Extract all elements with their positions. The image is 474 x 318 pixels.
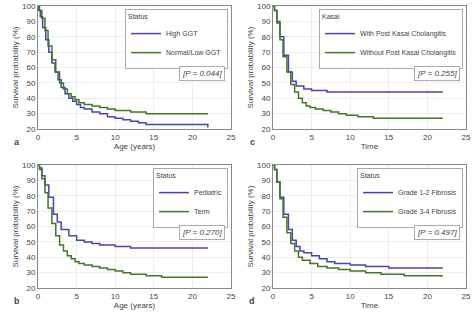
svg-text:25: 25 — [462, 133, 471, 142]
svg-text:70: 70 — [261, 48, 270, 57]
svg-text:With Post Kasai Cholangitis: With Post Kasai Cholangitis — [360, 30, 446, 38]
svg-text:30: 30 — [26, 268, 35, 277]
svg-text:15: 15 — [384, 292, 393, 301]
svg-text:Grade 3-4 Fibrosis: Grade 3-4 Fibrosis — [398, 208, 456, 215]
svg-text:5: 5 — [74, 133, 79, 142]
svg-text:Normal/Low GGT: Normal/Low GGT — [166, 49, 221, 56]
svg-text:Grade 1-2 Fibrosis: Grade 1-2 Fibrosis — [398, 189, 456, 196]
svg-text:Without Post Kasai Cholangitis: Without Post Kasai Cholangitis — [360, 49, 456, 57]
svg-text:0: 0 — [36, 292, 41, 301]
svg-text:c: c — [250, 137, 255, 147]
svg-text:Term: Term — [194, 208, 210, 215]
svg-text:Status: Status — [156, 172, 176, 179]
svg-text:0: 0 — [271, 292, 276, 301]
svg-text:0: 0 — [271, 133, 276, 142]
svg-text:20: 20 — [423, 292, 432, 301]
svg-text:Status: Status — [128, 13, 148, 20]
svg-text:15: 15 — [149, 133, 158, 142]
svg-text:20: 20 — [261, 125, 270, 134]
svg-text:Kasai: Kasai — [322, 13, 340, 20]
svg-text:Age (years): Age (years) — [114, 142, 156, 151]
svg-text:25: 25 — [227, 133, 236, 142]
svg-text:Survival probability (%): Survival probability (%) — [246, 26, 255, 108]
svg-text:100: 100 — [257, 2, 271, 11]
svg-text:20: 20 — [261, 284, 270, 293]
svg-text:10: 10 — [111, 292, 120, 301]
svg-text:40: 40 — [261, 253, 270, 262]
svg-text:40: 40 — [261, 94, 270, 103]
svg-text:10: 10 — [346, 133, 355, 142]
svg-text:70: 70 — [26, 48, 35, 57]
svg-text:80: 80 — [26, 33, 35, 42]
svg-text:60: 60 — [261, 222, 270, 231]
svg-text:Time: Time — [361, 301, 379, 310]
svg-text:30: 30 — [26, 109, 35, 118]
svg-text:b: b — [14, 296, 20, 306]
svg-text:50: 50 — [261, 238, 270, 247]
svg-text:40: 40 — [26, 253, 35, 262]
svg-text:Age (years): Age (years) — [114, 301, 156, 310]
svg-text:30: 30 — [261, 109, 270, 118]
svg-text:Survival probability (%): Survival probability (%) — [246, 185, 255, 267]
svg-text:[P = 0.497]: [P = 0.497] — [417, 228, 457, 237]
svg-text:70: 70 — [26, 207, 35, 216]
svg-text:100: 100 — [22, 161, 36, 170]
svg-text:d: d — [249, 296, 255, 306]
svg-text:[P = 0.255]: [P = 0.255] — [417, 69, 457, 78]
svg-text:90: 90 — [261, 17, 270, 26]
svg-text:30: 30 — [261, 268, 270, 277]
svg-text:Time: Time — [361, 142, 379, 151]
svg-text:20: 20 — [26, 284, 35, 293]
svg-text:Survival probability (%): Survival probability (%) — [11, 26, 20, 108]
svg-text:70: 70 — [261, 207, 270, 216]
svg-text:Survival probability (%): Survival probability (%) — [11, 185, 20, 267]
svg-text:100: 100 — [22, 2, 36, 11]
svg-text:100: 100 — [257, 161, 271, 170]
svg-text:a: a — [14, 137, 20, 147]
svg-text:20: 20 — [188, 133, 197, 142]
svg-text:10: 10 — [346, 292, 355, 301]
svg-text:10: 10 — [111, 133, 120, 142]
svg-text:5: 5 — [309, 292, 314, 301]
svg-text:[P = 0.270]: [P = 0.270] — [182, 228, 222, 237]
svg-text:60: 60 — [261, 63, 270, 72]
svg-text:40: 40 — [26, 94, 35, 103]
svg-text:20: 20 — [26, 125, 35, 134]
svg-text:60: 60 — [26, 222, 35, 231]
svg-text:25: 25 — [227, 292, 236, 301]
svg-text:90: 90 — [261, 176, 270, 185]
svg-text:[P = 0.044]: [P = 0.044] — [182, 69, 222, 78]
svg-text:50: 50 — [26, 79, 35, 88]
svg-text:0: 0 — [36, 133, 41, 142]
svg-text:20: 20 — [188, 292, 197, 301]
svg-text:20: 20 — [423, 133, 432, 142]
svg-text:80: 80 — [261, 192, 270, 201]
svg-text:80: 80 — [26, 192, 35, 201]
svg-text:90: 90 — [26, 17, 35, 26]
svg-text:Pediatric: Pediatric — [194, 189, 222, 196]
svg-text:15: 15 — [384, 133, 393, 142]
svg-text:Status: Status — [360, 172, 380, 179]
svg-text:60: 60 — [26, 63, 35, 72]
svg-text:15: 15 — [149, 292, 158, 301]
svg-text:25: 25 — [462, 292, 471, 301]
svg-text:5: 5 — [309, 133, 314, 142]
svg-text:High GGT: High GGT — [166, 30, 198, 38]
svg-text:50: 50 — [26, 238, 35, 247]
svg-text:90: 90 — [26, 176, 35, 185]
svg-text:5: 5 — [74, 292, 79, 301]
svg-text:80: 80 — [261, 33, 270, 42]
svg-text:50: 50 — [261, 79, 270, 88]
